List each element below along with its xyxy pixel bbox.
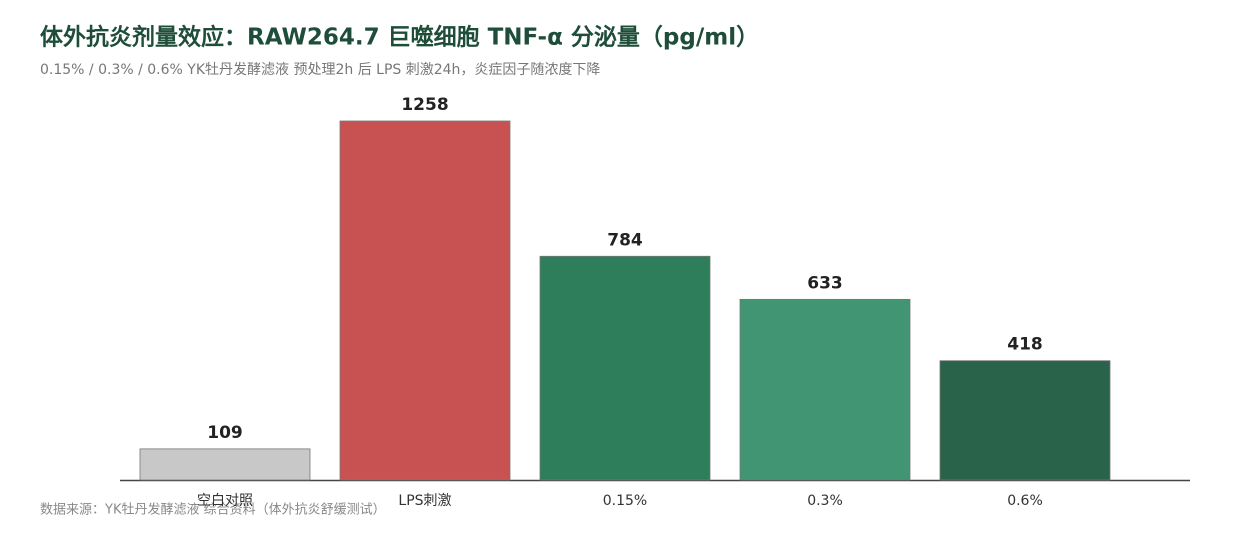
value-label: 418 <box>1007 335 1043 355</box>
value-label: 109 <box>207 423 243 443</box>
source-note: 数据来源：YK牡丹发酵滤液 综合资料（体外抗炎舒缓测试） <box>40 502 386 518</box>
bar <box>739 298 911 481</box>
bar <box>539 255 711 481</box>
chart-title: 体外抗炎剂量效应：RAW264.7 巨噬细胞 TNF-α 分泌量（pg/ml） <box>40 24 759 51</box>
x-tick-label: 空白对照 <box>197 493 253 509</box>
x-tick-label: LPS刺激 <box>398 492 451 509</box>
x-tick-label: 0.3% <box>807 493 843 509</box>
bar <box>139 448 311 481</box>
chart-subtitle: 0.15% / 0.3% / 0.6% YK牡丹发酵滤液 预处理2h 后 LPS… <box>40 61 600 78</box>
bar <box>939 360 1111 481</box>
value-label: 784 <box>607 230 643 250</box>
value-label: 1258 <box>401 95 448 115</box>
x-tick-label: 0.6% <box>1007 493 1043 509</box>
bar <box>339 120 511 481</box>
x-tick-label: 0.15% <box>603 493 647 509</box>
value-label: 633 <box>807 273 843 293</box>
